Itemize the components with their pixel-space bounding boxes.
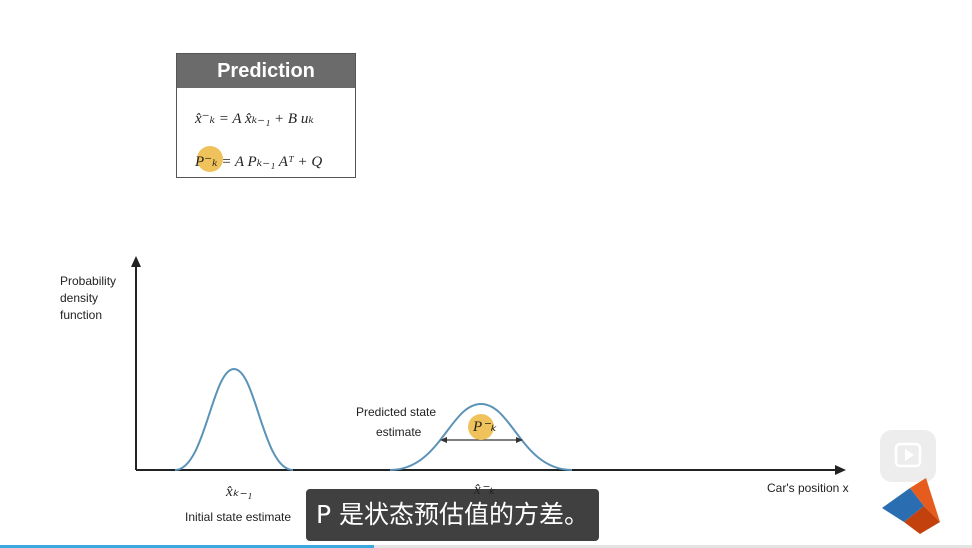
covariance-arrow-right: [516, 437, 523, 443]
state-prediction-equation: x̂⁻ₖ = A x̂ₖ₋₁ + B uₖ: [195, 111, 314, 127]
predicted-label-1: Predicted state: [356, 405, 436, 419]
initial-state-label: Initial state estimate: [185, 510, 291, 524]
y-axis-label-1: Probability: [60, 274, 116, 288]
initial-state-symbol: x̂ₖ₋₁: [225, 484, 252, 500]
video-progress-bar[interactable]: [0, 545, 972, 548]
covariance-symbol: P⁻ₖ: [195, 154, 218, 170]
initial-state-curve: [174, 367, 294, 471]
predicted-label-2: estimate: [376, 425, 422, 439]
covariance-equation-rest: = A Pₖ₋₁ Aᵀ + Q: [221, 154, 323, 170]
matlab-logo-icon: [882, 478, 940, 534]
covariance-highlight: [197, 146, 223, 172]
video-progress-fill: [0, 545, 375, 548]
covariance-badge-label: P⁻ₖ: [472, 419, 497, 435]
covariance-badge: [468, 414, 494, 440]
y-axis-arrow: [131, 256, 141, 267]
covariance-arrow-left: [440, 437, 447, 443]
y-axis-label-2: density: [60, 291, 98, 305]
predicted-state-curve: [389, 402, 573, 471]
subtitle-caption: P 是状态预估值的方差。: [306, 489, 600, 541]
x-axis-arrow: [835, 465, 846, 475]
x-axis-label: Car's position x: [767, 481, 849, 495]
prediction-title: Prediction: [177, 54, 355, 88]
covariance-prediction-equation: P⁻ₖ = A Pₖ₋₁ Aᵀ + Q: [195, 152, 322, 171]
prediction-box: Prediction x̂⁻ₖ = A x̂ₖ₋₁ + B uₖ P⁻ₖ = A…: [176, 53, 356, 178]
y-axis-label-3: function: [60, 308, 102, 322]
play-icon[interactable]: [880, 430, 936, 482]
